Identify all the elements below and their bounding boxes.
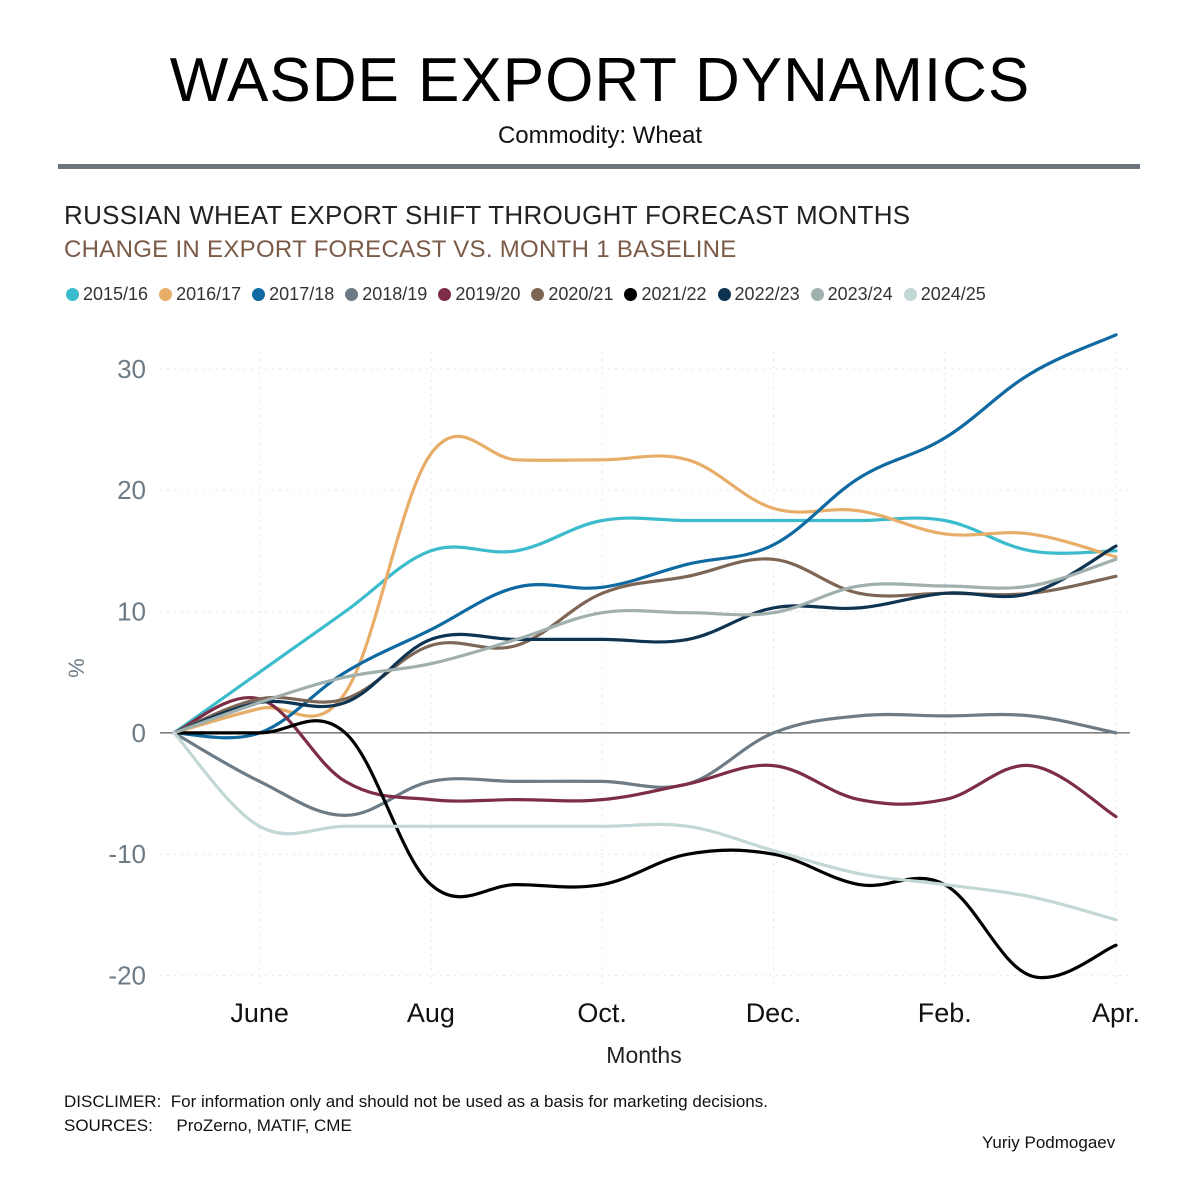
sources-text: SOURCES: ProZerno, MATIF, CME bbox=[64, 1116, 352, 1135]
y-tick-label: 0 bbox=[132, 718, 146, 748]
legend-label: 2016/17 bbox=[176, 284, 242, 304]
legend-swatch bbox=[66, 288, 79, 301]
legend-swatch bbox=[531, 288, 545, 301]
author-name: Yuriy Podmogaev bbox=[982, 1133, 1116, 1152]
legend-item-2020-21: 2020/21 bbox=[531, 284, 613, 305]
y-tick-label: -10 bbox=[108, 839, 146, 869]
chart-subtitle: CHANGE IN EXPORT FORECAST VS. MONTH 1 BA… bbox=[64, 236, 737, 263]
legend-label: 2018/19 bbox=[362, 284, 428, 304]
y-axis-ticks: 30 20 10 0 -10 -20 bbox=[108, 354, 146, 991]
x-axis-ticks: June Aug Oct. Dec. Feb. Apr. bbox=[230, 998, 1140, 1028]
legend-swatch bbox=[159, 288, 173, 301]
legend-label: 2019/20 bbox=[455, 284, 521, 304]
x-tick-label: Feb. bbox=[918, 998, 972, 1028]
legend-label: 2015/16 bbox=[83, 284, 149, 304]
page-title: WASDE EXPORT DYNAMICS bbox=[169, 46, 1031, 115]
legend-swatch bbox=[252, 288, 266, 301]
x-tick-label: Dec. bbox=[746, 998, 802, 1028]
legend-label: 2021/22 bbox=[641, 284, 707, 304]
legend-label: 2020/21 bbox=[548, 284, 614, 304]
legend-swatch bbox=[624, 288, 638, 301]
x-tick-label: June bbox=[230, 998, 289, 1028]
title-divider bbox=[58, 164, 1140, 169]
x-tick-label: Aug bbox=[407, 998, 455, 1028]
series-line-2022-23 bbox=[172, 544, 1118, 735]
legend-swatch bbox=[903, 288, 917, 301]
x-axis-label: Months bbox=[606, 1042, 681, 1068]
series-line-2018-19 bbox=[172, 712, 1118, 817]
y-axis-label: % bbox=[64, 658, 89, 678]
legend-item-2017-18: 2017/18 bbox=[252, 284, 334, 305]
legend-item-2015-16: 2015/16 bbox=[66, 284, 148, 305]
page-subtitle: Commodity: Wheat bbox=[497, 122, 703, 149]
legend-item-2022-23: 2022/23 bbox=[717, 284, 800, 305]
legend-label: 2024/25 bbox=[920, 284, 986, 304]
series-line-2015-16 bbox=[172, 516, 1118, 735]
y-tick-label: 30 bbox=[117, 354, 146, 384]
series-line-2016-17 bbox=[172, 434, 1118, 735]
disclaimer-text: DISCLIMER: For information only and shou… bbox=[64, 1092, 768, 1111]
legend-item-2024-25: 2024/25 bbox=[903, 284, 986, 305]
y-tick-label: 10 bbox=[117, 597, 146, 627]
legend-item-2018-19: 2018/19 bbox=[345, 284, 427, 305]
series-line-2023-24 bbox=[172, 557, 1118, 735]
legend-swatch bbox=[438, 288, 452, 301]
legend-swatch bbox=[717, 288, 731, 301]
y-tick-label: -20 bbox=[108, 961, 146, 991]
chart-grid bbox=[160, 352, 1130, 985]
legend-item-2019-20: 2019/20 bbox=[438, 284, 520, 305]
legend-item-2023-24: 2023/24 bbox=[810, 284, 893, 305]
chart-legend: 2015/16 2016/17 2017/18 2018/19 2019/20 2020/… bbox=[66, 284, 997, 305]
chart-title: RUSSIAN WHEAT EXPORT SHIFT THROUGHT FORE… bbox=[64, 200, 911, 230]
legend-swatch bbox=[345, 288, 359, 301]
series-line-2017-18 bbox=[172, 333, 1118, 740]
x-tick-label: Apr. bbox=[1092, 998, 1140, 1028]
legend-label: 2022/23 bbox=[734, 284, 800, 304]
series-line-2021-22 bbox=[172, 719, 1118, 980]
series-line-2024-25 bbox=[172, 731, 1118, 922]
legend-label: 2017/18 bbox=[269, 284, 335, 304]
series-line-2019-20 bbox=[172, 695, 1118, 819]
x-tick-label: Oct. bbox=[577, 998, 627, 1028]
y-tick-label: 20 bbox=[117, 475, 146, 505]
legend-item-2016-17: 2016/17 bbox=[159, 284, 241, 305]
legend-item-2021-22: 2021/22 bbox=[624, 284, 707, 305]
legend-swatch bbox=[810, 288, 824, 301]
series-lines bbox=[172, 333, 1118, 980]
legend-label: 2023/24 bbox=[827, 284, 893, 304]
